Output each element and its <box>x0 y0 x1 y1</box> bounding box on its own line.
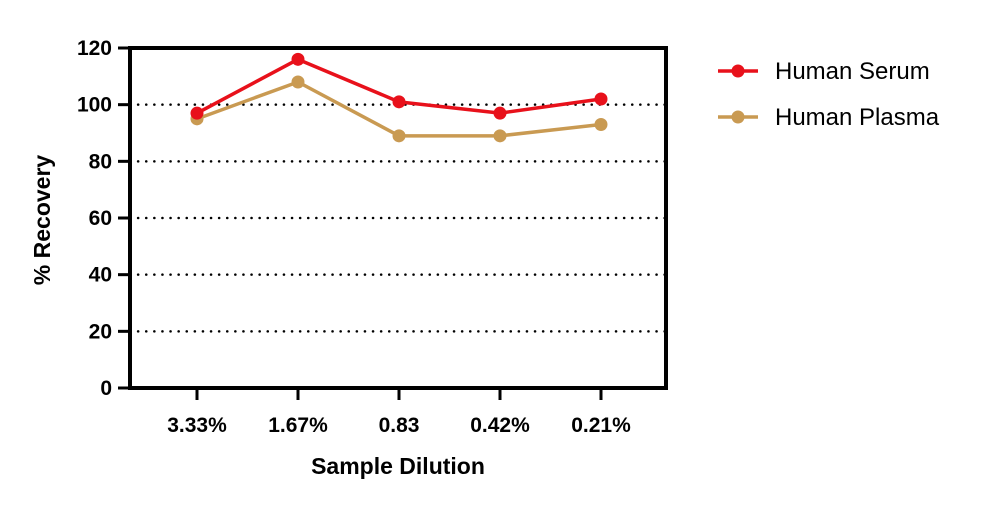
y-tick-label: 80 <box>89 150 112 173</box>
x-axis-title: Sample Dilution <box>311 453 485 479</box>
y-tick-label: 20 <box>89 320 112 343</box>
series-human-plasma <box>190 75 608 143</box>
legend-marker <box>731 64 745 78</box>
y-axis-title: % Recovery <box>29 155 55 286</box>
x-tick-label: 0.21% <box>571 414 631 437</box>
data-point <box>190 106 204 120</box>
legend: Human Serum Human Plasma <box>718 58 940 131</box>
y-tick-label: 40 <box>89 264 112 287</box>
legend-marker <box>731 110 745 124</box>
x-tick-label: 0.42% <box>470 414 530 437</box>
x-tick-label: 3.33% <box>167 414 227 437</box>
data-point <box>493 106 507 120</box>
legend-label: Human Serum <box>775 58 930 85</box>
series-layer <box>190 52 608 143</box>
legend-item: Human Plasma <box>718 104 940 131</box>
data-point <box>493 129 507 143</box>
data-point <box>291 75 305 89</box>
y-axis-ticks: 0 20 40 60 80 100 120 <box>77 37 130 400</box>
data-point <box>291 52 305 66</box>
data-point <box>594 92 608 106</box>
x-axis-ticks: 3.33% 1.67% 0.83 0.42% 0.21% <box>167 388 631 437</box>
y-tick-label: 120 <box>77 37 112 60</box>
legend-label: Human Plasma <box>775 104 940 131</box>
data-point <box>594 118 608 131</box>
legend-item: Human Serum <box>718 58 930 85</box>
data-point <box>392 95 406 109</box>
y-tick-label: 0 <box>100 377 112 400</box>
x-tick-label: 0.83 <box>379 414 420 437</box>
y-tick-label: 60 <box>89 207 112 230</box>
y-tick-label: 100 <box>77 94 112 117</box>
data-point <box>392 129 406 143</box>
x-tick-label: 1.67% <box>268 414 328 437</box>
series-human-serum <box>190 52 608 120</box>
